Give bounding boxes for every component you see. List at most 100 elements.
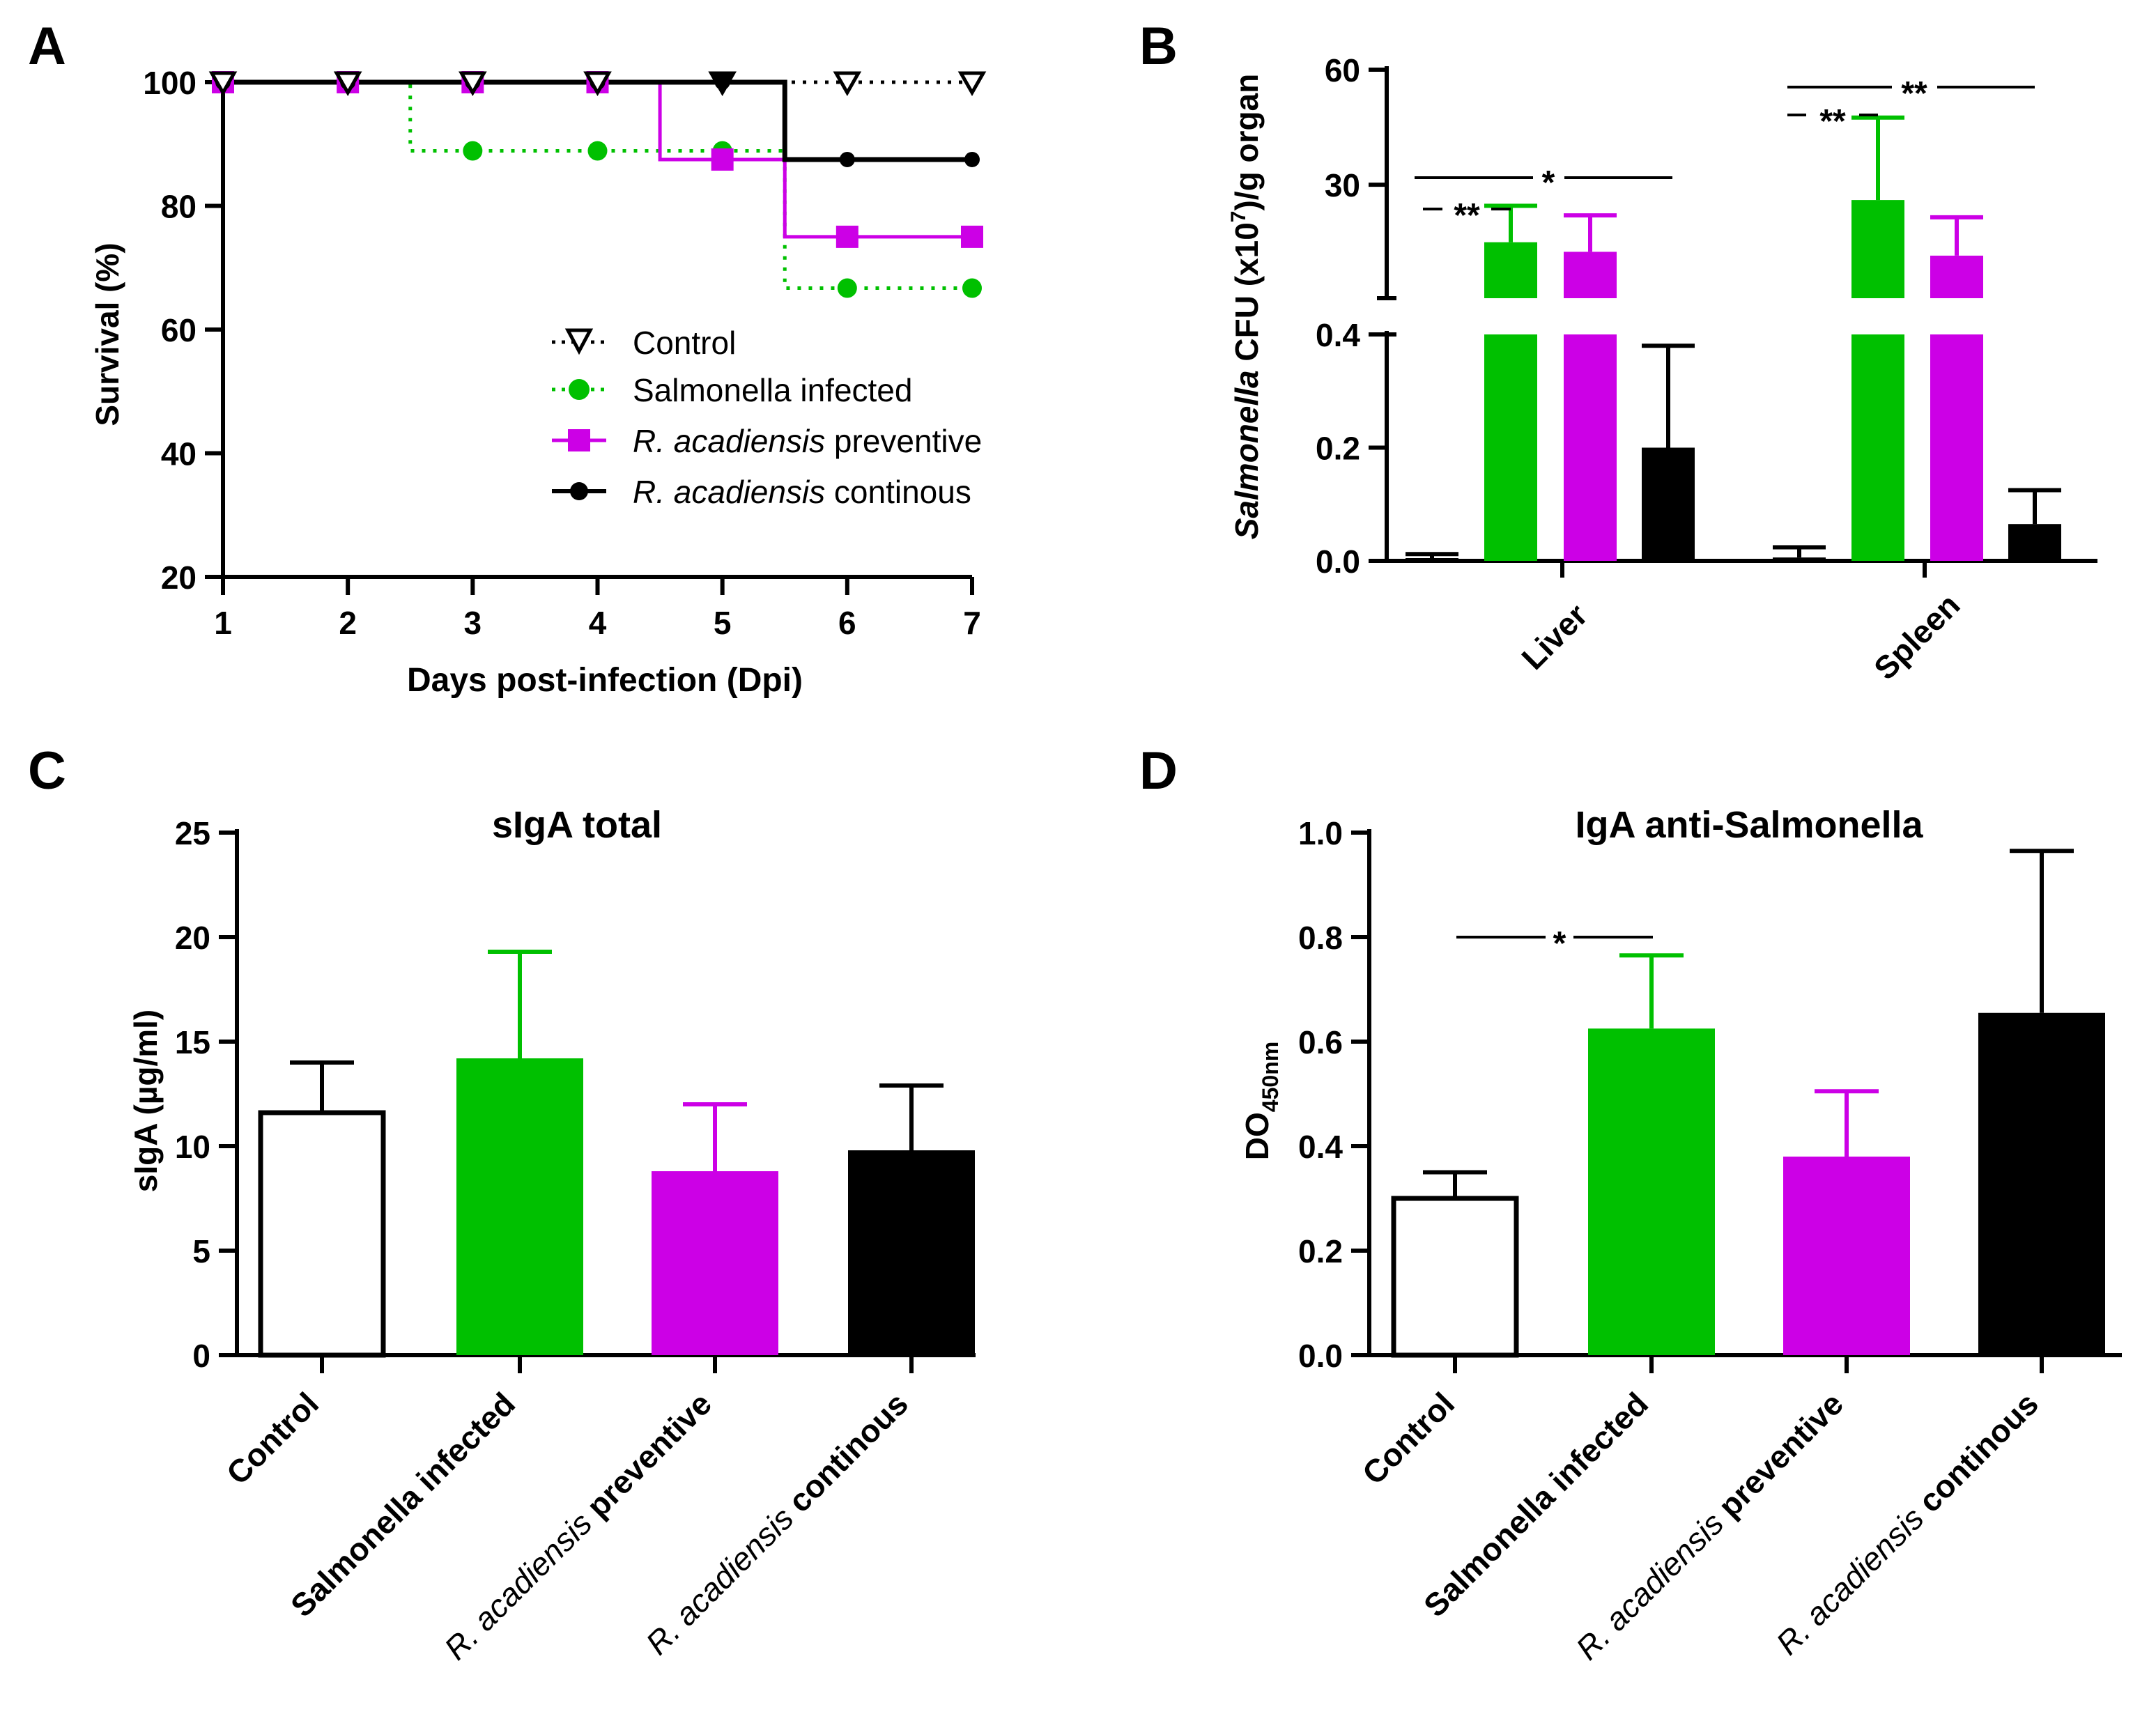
panel-d-categories: Control Salmonella infected R. acadiensi… xyxy=(1355,1385,2045,1667)
legend-continous-label: R. acadiensis continous xyxy=(633,474,971,510)
b-bar-lower xyxy=(1484,334,1537,561)
panel-c-bars xyxy=(258,950,975,1358)
a-marker-0 xyxy=(208,71,238,97)
panel-b-bars xyxy=(1406,115,2061,561)
a-marker-0 xyxy=(333,71,362,97)
panel-d-cat-infected: Salmonella infected xyxy=(1417,1385,1655,1623)
legend-preventive-species: R. acadiensis xyxy=(633,423,825,459)
legend-continous-species: R. acadiensis xyxy=(633,474,825,510)
d-ytick-label: 0.8 xyxy=(1298,920,1343,956)
d-bar xyxy=(1783,1157,1910,1355)
panel-c-cat-continous-species: R. acadiensis xyxy=(639,1500,801,1662)
panel-b-letter: B xyxy=(1139,17,1178,76)
c-ytick-label: 10 xyxy=(175,1129,210,1165)
b-sig-star: ** xyxy=(1819,103,1846,140)
d-ytick-label: 0.4 xyxy=(1298,1129,1343,1165)
d-ytick-label: 0.6 xyxy=(1298,1024,1343,1060)
b-ytick-label: 0.4 xyxy=(1316,317,1360,353)
d-bar xyxy=(1978,1012,2105,1355)
panel-d-significance: * xyxy=(1456,925,1653,962)
a-marker-2 xyxy=(711,148,734,171)
a-xtick-label: 3 xyxy=(464,605,482,641)
b-bar-upper xyxy=(1564,252,1617,298)
d-ytick-label: 1.0 xyxy=(1298,815,1343,851)
panel-c-cat-preventive-species: R. acadiensis xyxy=(437,1505,599,1667)
panel-d: D IgA anti-Salmonella DO450nm 0.0 0.2 0.4 0… xyxy=(1139,741,2122,1667)
b-ytick-label: 30 xyxy=(1325,167,1360,203)
legend-continous-marker xyxy=(570,482,588,500)
a-ytick-label: 40 xyxy=(161,436,197,472)
a-marker-1 xyxy=(587,141,608,161)
c-ytick-label: 5 xyxy=(192,1233,210,1269)
legend-control-marker xyxy=(564,328,594,355)
a-marker-2 xyxy=(836,225,858,248)
panel-c-cat-control: Control xyxy=(220,1385,325,1491)
a-ytick-label: 100 xyxy=(143,65,197,101)
panel-a: A Survival (%) Days post-infection (Dpi)… xyxy=(28,17,987,699)
a-xtick-label: 4 xyxy=(589,605,607,641)
b-ytick-label: 0.0 xyxy=(1316,543,1360,580)
c-ytick-label: 15 xyxy=(175,1024,210,1060)
panel-c-ylabel: sIgA (µg/ml) xyxy=(128,1010,164,1192)
a-marker-2 xyxy=(961,225,983,248)
a-xtick-label: 5 xyxy=(714,605,732,641)
legend-control-label: Control xyxy=(633,325,736,361)
b-bar-lower xyxy=(1851,334,1904,561)
legend-infected-label: Salmonella infected xyxy=(633,372,912,408)
a-xtick-label: 6 xyxy=(838,605,856,641)
a-marker-3 xyxy=(964,151,980,167)
b-bar xyxy=(2008,524,2061,561)
a-xtick-label: 7 xyxy=(963,605,981,641)
d-ytick-label: 0.2 xyxy=(1298,1233,1343,1269)
panel-d-bars xyxy=(1391,849,2105,1358)
a-ytick-label: 80 xyxy=(161,189,197,225)
panel-b-cat-spleen: Spleen xyxy=(1867,587,1966,686)
a-xtick-label: 1 xyxy=(214,605,232,641)
b-bar-lower xyxy=(1564,334,1617,561)
panel-d-cat-control: Control xyxy=(1355,1385,1461,1491)
legend-preventive-label: R. acadiensis preventive xyxy=(633,423,982,459)
d-sig-star: * xyxy=(1553,925,1566,962)
b-ytick-label: 0.2 xyxy=(1316,431,1360,467)
panel-d-title: IgA anti-Salmonella xyxy=(1575,804,1923,846)
a-marker-1 xyxy=(837,278,857,298)
c-bar xyxy=(258,1110,386,1358)
panel-c: C sIgA total sIgA (µg/ml) 0 5 10 15 20 25 Con… xyxy=(28,741,976,1667)
panel-c-letter: C xyxy=(28,741,66,801)
a-series-line-1 xyxy=(223,80,972,291)
panel-b-ylabel-sup: 7 xyxy=(1227,211,1250,223)
a-marker-3 xyxy=(839,151,855,167)
panel-b-ylabel: Salmonella CFU (x107)/g organ xyxy=(1227,74,1265,540)
panel-d-cat-continous-species: R. acadiensis xyxy=(1769,1500,1931,1662)
c-ytick-label: 20 xyxy=(175,920,210,956)
panel-c-title: sIgA total xyxy=(492,804,662,846)
b-sig-star: * xyxy=(1542,164,1555,201)
c-bar xyxy=(652,1171,778,1355)
panel-d-cat-preventive-suffix: preventive xyxy=(1705,1385,1851,1531)
b-bar xyxy=(1642,447,1695,561)
legend-preventive-suffix: preventive xyxy=(825,423,982,459)
legend-preventive-marker xyxy=(568,429,590,451)
a-marker-0 xyxy=(833,71,862,97)
a-marker-0 xyxy=(708,71,737,97)
d-bar xyxy=(1588,1028,1715,1355)
b-bar-lower xyxy=(1930,334,1983,561)
d-ytick-label: 0.0 xyxy=(1298,1338,1343,1374)
c-ytick-label: 25 xyxy=(175,815,210,851)
b-bar-upper xyxy=(1930,255,1983,298)
b-sig-star: ** xyxy=(1901,75,1927,112)
a-ytick-label: 60 xyxy=(161,312,197,348)
panel-a-letter: A xyxy=(28,17,66,76)
panel-d-ylabel: DO450nm xyxy=(1239,1042,1283,1160)
panel-a-xlabel: Days post-infection (Dpi) xyxy=(407,662,803,699)
a-ytick-label: 20 xyxy=(161,559,197,596)
a-marker-0 xyxy=(459,71,487,97)
panel-a-axes: 20 40 60 80 100 1 2 3 4 5 6 7 xyxy=(143,65,981,641)
panel-d-cat-continous-suffix: continous xyxy=(1905,1385,2045,1525)
b-bar-upper xyxy=(1484,242,1537,298)
panel-a-legend: Control Salmonella infected R. acadiensi… xyxy=(552,325,982,510)
d-bar xyxy=(1391,1196,1519,1358)
panel-d-ylabel-sub: 450nm xyxy=(1258,1042,1283,1112)
panel-c-cat-infected: Salmonella infected xyxy=(284,1385,522,1623)
